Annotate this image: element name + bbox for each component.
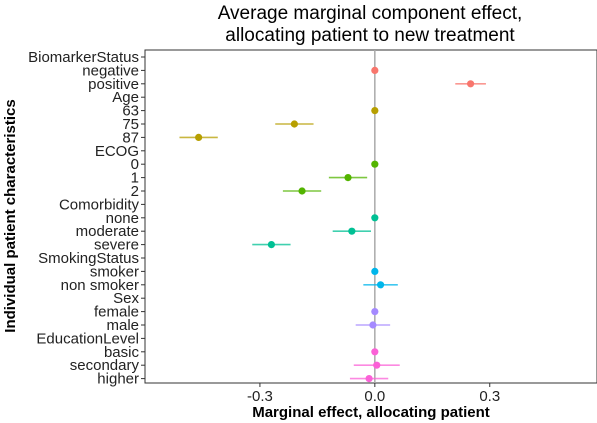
estimate-point-female [371, 308, 379, 316]
estimate-point-higher [365, 375, 373, 383]
y-group-header-comorbidity: Comorbidity [59, 196, 140, 213]
y-tick-label-none: none [106, 210, 139, 227]
plot-panel [144, 49, 597, 384]
estimate-point-positive [466, 80, 475, 88]
estimate-point-smoker [371, 267, 379, 275]
y-tick-label-male: male [106, 317, 139, 334]
estimate-point-male [369, 321, 377, 329]
estimate-point-0 [371, 160, 379, 168]
y-group-header-sex: Sex [113, 290, 139, 307]
y-axis-ticks: BiomarkerStatusnegativepositiveAge637587… [28, 49, 145, 388]
y-tick-label-severe: severe [94, 237, 139, 254]
y-tick-label-non-smoker: non smoker [61, 277, 139, 294]
estimate-point-non-smoker [376, 281, 385, 289]
y-group-header-smokingstatus: SmokingStatus [38, 250, 139, 267]
y-group-header-age: Age [112, 89, 139, 106]
x-tick-label: 0.3 [479, 388, 500, 405]
estimate-marks [179, 66, 486, 383]
y-tick-label-2: 2 [131, 183, 139, 200]
y-group-header-biomarkerstatus: BiomarkerStatus [28, 49, 139, 66]
x-tick-label: 0.0 [364, 388, 385, 405]
y-tick-label-0: 0 [131, 156, 139, 173]
estimate-point-2 [298, 187, 306, 195]
y-group-header-educationlevel: EducationLevel [36, 330, 139, 347]
estimate-point-basic [371, 348, 379, 356]
estimate-point-severe [267, 241, 276, 249]
y-tick-label-positive: positive [88, 76, 139, 93]
y-tick-label-higher: higher [97, 371, 139, 388]
y-tick-label-female: female [94, 304, 139, 321]
y-tick-label-63: 63 [122, 103, 139, 120]
estimate-point-moderate [348, 227, 356, 235]
chart-title-line-1: Average marginal component effect, [218, 3, 523, 24]
y-tick-label-75: 75 [122, 116, 139, 133]
estimate-point-75 [290, 120, 298, 128]
y-tick-label-secondary: secondary [70, 357, 140, 374]
y-tick-label-1: 1 [131, 170, 139, 187]
x-axis-ticks: -0.3 0.0 0.3 [247, 383, 500, 405]
y-tick-label-negative: negative [82, 62, 139, 79]
y-tick-label-moderate: moderate [76, 223, 139, 240]
y-tick-label-smoker: smoker [90, 263, 139, 280]
y-axis-label: Individual patient characteristics [2, 99, 19, 332]
estimate-point-87 [195, 133, 203, 141]
y-tick-label-87: 87 [122, 129, 139, 146]
estimate-point-1 [344, 174, 352, 182]
estimate-point-negative [371, 66, 379, 74]
chart-title-line-2: allocating patient to new treatment [225, 25, 515, 46]
y-group-header-ecog: ECOG [95, 143, 139, 160]
x-tick-label: -0.3 [247, 388, 273, 405]
estimate-point-63 [371, 107, 379, 115]
estimate-point-secondary [373, 361, 381, 369]
y-tick-label-basic: basic [104, 344, 140, 361]
estimate-point-none [371, 214, 379, 222]
x-axis-label: Marginal effect, allocating patient [252, 404, 490, 421]
